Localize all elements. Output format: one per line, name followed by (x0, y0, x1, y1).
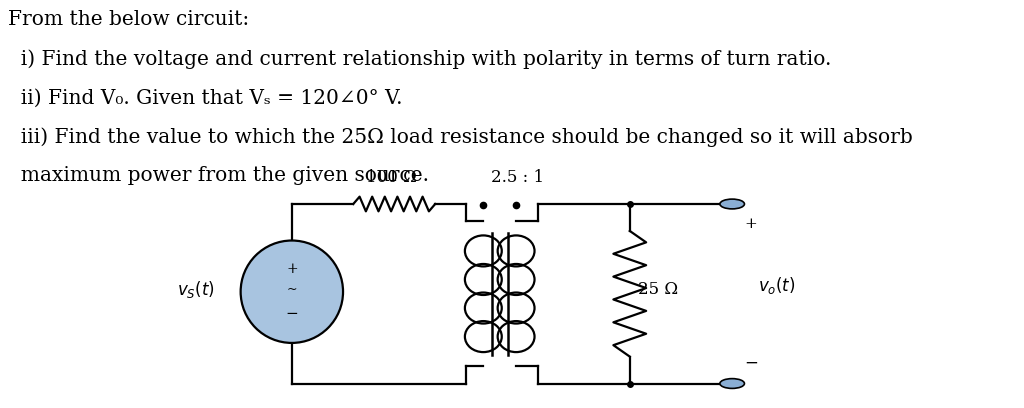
Circle shape (720, 199, 744, 209)
Circle shape (720, 379, 744, 388)
Ellipse shape (241, 241, 343, 343)
Text: +: + (744, 217, 757, 231)
Text: −: − (744, 355, 759, 372)
Text: iii) Find the value to which the 25Ω load resistance should be changed so it wil: iii) Find the value to which the 25Ω loa… (8, 127, 913, 147)
Text: −: − (286, 307, 298, 321)
Text: 2.5 : 1: 2.5 : 1 (490, 169, 544, 186)
Text: +: + (286, 262, 298, 276)
Text: maximum power from the given source.: maximum power from the given source. (8, 166, 429, 185)
Text: 25 Ω: 25 Ω (638, 281, 678, 298)
Text: From the below circuit:: From the below circuit: (8, 10, 250, 29)
Text: i) Find the voltage and current relationship with polarity in terms of turn rati: i) Find the voltage and current relation… (8, 50, 831, 69)
Text: $v_S(t)$: $v_S(t)$ (177, 279, 215, 300)
Text: 100 Ω: 100 Ω (366, 169, 417, 186)
Text: ~: ~ (287, 283, 297, 296)
Text: $v_o(t)$: $v_o(t)$ (758, 275, 796, 296)
Text: ii) Find V₀. Given that Vₛ = 120∠0° V.: ii) Find V₀. Given that Vₛ = 120∠0° V. (8, 89, 402, 108)
